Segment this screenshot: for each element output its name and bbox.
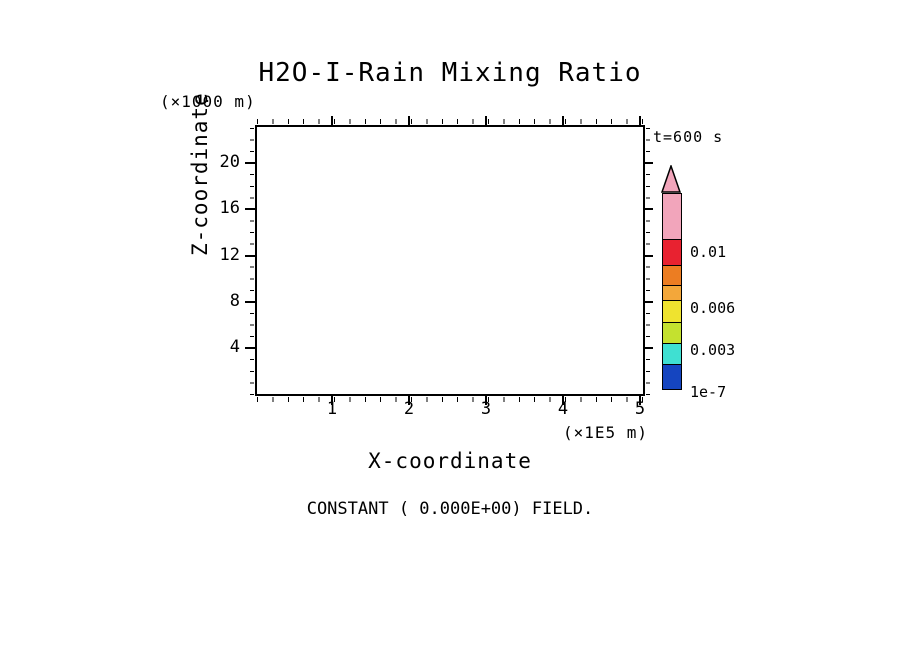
y-major-tick bbox=[645, 301, 653, 303]
colorbar-segment bbox=[663, 266, 681, 286]
colorbar-label: 0.01 bbox=[690, 243, 727, 261]
y-major-tick bbox=[245, 255, 255, 257]
x-major-tick bbox=[408, 116, 410, 125]
y-major-tick bbox=[645, 255, 653, 257]
x-major-tick bbox=[639, 116, 641, 125]
x-minor-ticks-bottom bbox=[257, 397, 643, 402]
y-major-tick bbox=[245, 208, 255, 210]
colorbar-label: 0.003 bbox=[690, 341, 736, 359]
y-major-tick bbox=[245, 301, 255, 303]
y-minor-ticks-left bbox=[250, 125, 254, 396]
x-major-tick bbox=[331, 396, 333, 405]
y-tick-label: 12 bbox=[219, 245, 240, 265]
constant-field-note: CONSTANT ( 0.000E+00) FIELD. bbox=[306, 499, 594, 519]
plot-area bbox=[255, 125, 645, 396]
y-major-tick bbox=[245, 347, 255, 349]
time-label: t=600 s bbox=[653, 128, 724, 146]
y-axis-unit-label: (×1000 m) bbox=[160, 92, 256, 111]
x-major-tick bbox=[639, 396, 641, 405]
colorbar-arrow-shape bbox=[661, 165, 681, 193]
x-minor-ticks-top bbox=[257, 119, 643, 124]
y-minor-ticks-right bbox=[646, 125, 650, 396]
x-tick-label: 5 bbox=[634, 399, 646, 419]
chart-title: H2O-I-Rain Mixing Ratio bbox=[258, 58, 642, 88]
y-tick-label: 4 bbox=[229, 337, 240, 357]
x-tick-label: 3 bbox=[480, 399, 492, 419]
y-major-tick bbox=[645, 347, 653, 349]
x-tick-label: 4 bbox=[557, 399, 569, 419]
x-axis-unit-label: (×1E5 m) bbox=[563, 423, 649, 442]
x-tick-label: 2 bbox=[403, 399, 415, 419]
y-tick-label: 8 bbox=[229, 291, 240, 311]
colorbar-segment bbox=[663, 344, 681, 365]
x-major-tick bbox=[562, 396, 564, 405]
colorbar-segment bbox=[663, 323, 681, 344]
colorbar-segment bbox=[663, 286, 681, 301]
colorbar-arrow-icon bbox=[661, 165, 681, 193]
x-major-tick bbox=[485, 116, 487, 125]
x-axis-title: X-coordinate bbox=[368, 449, 532, 473]
y-major-tick bbox=[245, 162, 255, 164]
colorbar-segment bbox=[663, 301, 681, 323]
y-major-tick bbox=[645, 162, 653, 164]
x-major-tick bbox=[485, 396, 487, 405]
y-tick-label: 16 bbox=[219, 198, 240, 218]
x-major-tick bbox=[331, 116, 333, 125]
x-major-tick bbox=[562, 116, 564, 125]
colorbar-segment bbox=[663, 194, 681, 240]
colorbar-label: 1e-7 bbox=[690, 383, 727, 401]
colorbar-segment bbox=[663, 240, 681, 266]
colorbar-label: 0.006 bbox=[690, 299, 736, 317]
colorbar bbox=[662, 193, 682, 390]
x-tick-label: 1 bbox=[326, 399, 338, 419]
colorbar-segment bbox=[663, 365, 681, 389]
y-tick-label: 20 bbox=[219, 152, 240, 172]
x-major-tick bbox=[408, 396, 410, 405]
y-major-tick bbox=[645, 208, 653, 210]
